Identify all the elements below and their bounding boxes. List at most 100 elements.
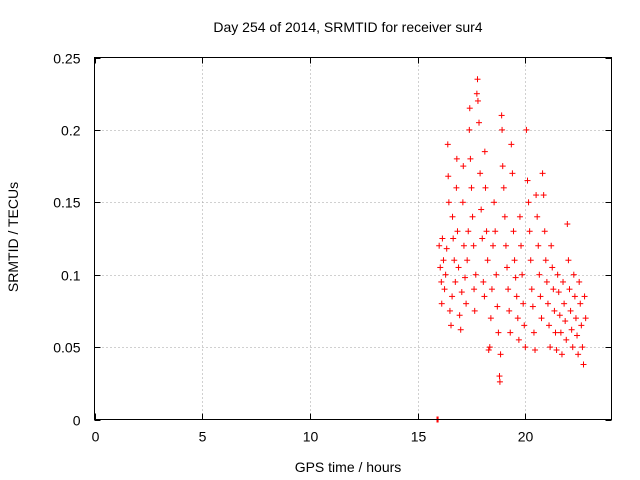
data-point: [483, 228, 490, 235]
data-point: [511, 257, 518, 264]
data-point: [494, 303, 501, 310]
data-point: [525, 199, 532, 206]
data-point: [578, 322, 585, 329]
data-point: [437, 264, 444, 271]
data-point: [544, 300, 551, 307]
x-tick-label: 10: [303, 429, 319, 445]
x-tick-label: 0: [92, 429, 100, 445]
data-point: [560, 278, 567, 285]
data-point: [568, 326, 575, 333]
y-axis-label: SRMTID / TECUs: [5, 182, 21, 292]
data-point: [449, 213, 456, 220]
data-point: [548, 242, 555, 249]
data-point: [460, 242, 467, 249]
data-point: [529, 303, 536, 310]
data-point: [541, 228, 548, 235]
data-point: [491, 199, 498, 206]
data-point: [524, 177, 531, 184]
data-point: [507, 329, 514, 336]
data-point: [438, 300, 445, 307]
data-point: [554, 271, 561, 278]
data-point: [438, 278, 445, 285]
data-point: [486, 344, 493, 351]
data-point: [482, 184, 489, 191]
data-point: [508, 141, 515, 148]
data-point: [555, 289, 562, 296]
data-point: [445, 199, 452, 206]
data-point: [521, 322, 528, 329]
data-point: [553, 346, 560, 353]
data-point: [501, 213, 508, 220]
data-point: [569, 344, 576, 351]
data-point: [460, 163, 467, 170]
data-point: [570, 271, 577, 278]
data-point: [563, 336, 570, 343]
data-point: [532, 346, 539, 353]
data-point: [445, 173, 452, 180]
data-point: [444, 141, 451, 148]
data-point: [496, 378, 503, 385]
data-point: [466, 126, 473, 133]
data-point: [579, 344, 586, 351]
data-point: [471, 307, 478, 314]
data-point: [484, 257, 491, 264]
data-point: [458, 289, 465, 296]
data-point: [496, 373, 503, 380]
data-point: [488, 286, 495, 293]
x-tick-label: 5: [199, 429, 207, 445]
data-point: [542, 257, 549, 264]
data-point: [538, 315, 545, 322]
data-point: [479, 235, 486, 242]
data-point: [466, 105, 473, 112]
data-point: [546, 322, 553, 329]
data-point: [450, 235, 457, 242]
data-point: [472, 271, 479, 278]
data-point: [556, 312, 563, 319]
data-point: [543, 278, 550, 285]
data-point: [463, 300, 470, 307]
y-tick-label: 0.2: [61, 123, 81, 139]
data-point: [577, 300, 584, 307]
data-point: [455, 264, 462, 271]
data-point: [558, 351, 565, 358]
data-point: [498, 112, 505, 119]
data-point: [443, 245, 450, 252]
data-point: [502, 242, 509, 249]
plot-frame: [94, 57, 612, 420]
x-axis-label: GPS time / hours: [295, 459, 402, 475]
data-point: [565, 257, 572, 264]
data-point: [462, 274, 469, 281]
data-point: [474, 97, 481, 104]
data-point: [505, 286, 512, 293]
x-tick-label: 20: [518, 429, 534, 445]
data-point: [506, 307, 513, 314]
data-point: [526, 228, 533, 235]
data-point: [470, 242, 477, 249]
data-point: [439, 235, 446, 242]
data-point: [527, 257, 534, 264]
data-point: [440, 257, 447, 264]
y-tick-label: 0.05: [53, 340, 80, 356]
data-point: [567, 307, 574, 314]
data-point: [476, 119, 483, 126]
data-point: [465, 228, 472, 235]
data-point: [485, 346, 492, 353]
data-point: [441, 286, 448, 293]
data-point: [564, 221, 571, 228]
data-point: [518, 242, 525, 249]
data-point: [581, 293, 588, 300]
data-point: [549, 264, 556, 271]
data-point: [582, 315, 589, 322]
data-point: [519, 271, 526, 278]
data-point: [499, 163, 506, 170]
data-point: [442, 271, 449, 278]
data-point: [481, 148, 488, 155]
data-point: [478, 206, 485, 213]
data-point: [497, 351, 504, 358]
data-point: [457, 326, 464, 333]
data-point: [576, 278, 583, 285]
data-point: [572, 315, 579, 322]
data-point: [533, 192, 540, 199]
data-point: [512, 274, 519, 281]
data-point: [530, 329, 537, 336]
